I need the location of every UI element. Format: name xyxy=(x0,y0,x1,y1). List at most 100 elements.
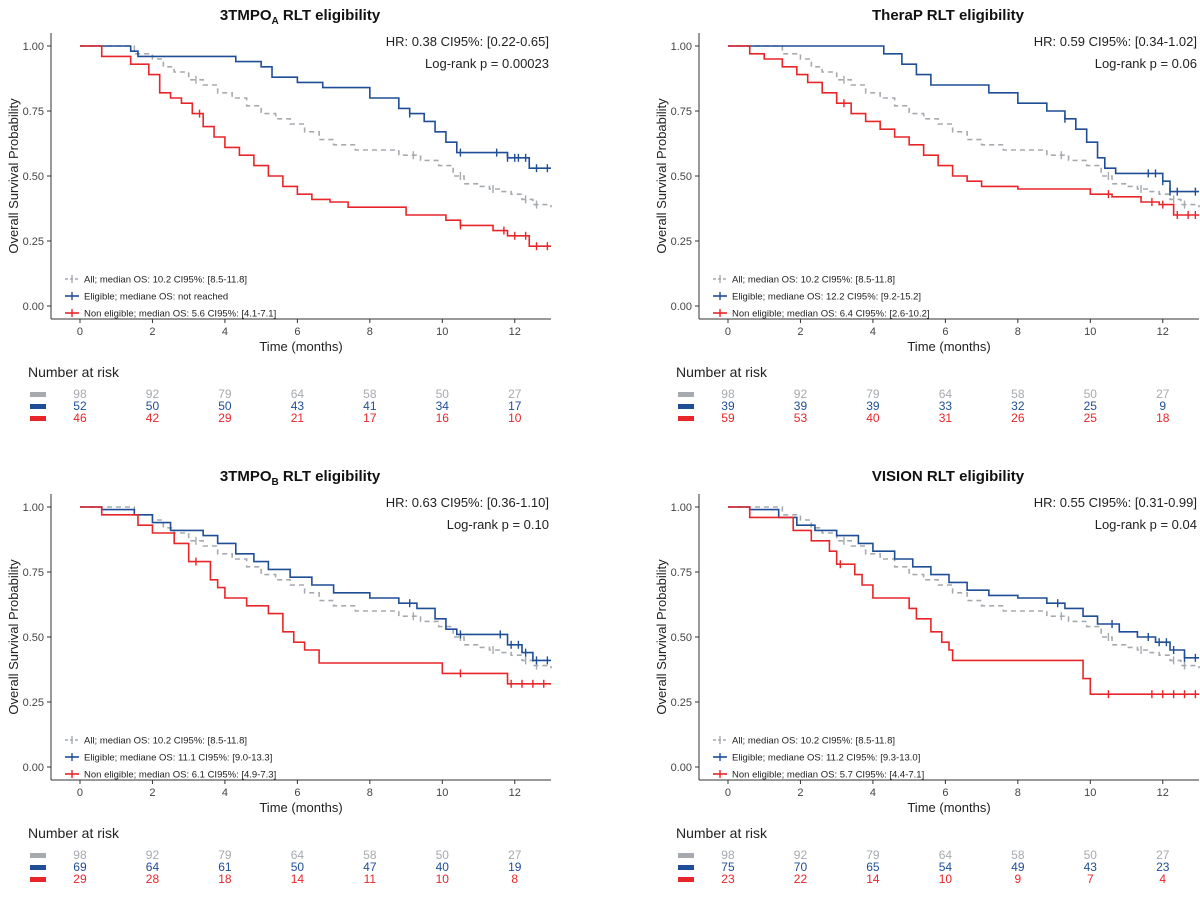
risk-value: 11 xyxy=(364,872,377,886)
risk-value: 21 xyxy=(291,411,305,425)
y-tick-label: 1.00 xyxy=(671,502,692,514)
chart-title-subscript: A xyxy=(272,16,279,27)
x-tick-label: 2 xyxy=(797,326,803,338)
survival-curve-eligible xyxy=(727,506,1199,659)
chart-title-subscript: B xyxy=(272,477,279,488)
risk-value: 50 xyxy=(218,399,232,413)
risk-value: 98 xyxy=(721,387,735,401)
risk-value: 54 xyxy=(939,860,953,874)
y-tick-label: 1.00 xyxy=(671,41,692,53)
legend-entry-eligible: Eligible; mediane OS: 12.2 CI95%: [9.2-1… xyxy=(732,292,921,303)
x-tick-label: 6 xyxy=(294,787,300,799)
x-tick-label: 0 xyxy=(725,326,731,338)
chart-title-suffix: RLT eligibility xyxy=(279,7,381,24)
chart-panel-1: 3TMPOA RLT eligibility 0.00 0.25 0.50 0.75 1.… xyxy=(6,7,552,425)
x-tick-label: 8 xyxy=(1015,787,1021,799)
chart-panel-2: TheraP RLT eligibility 0.00 0.25 0.50 0.75 1.… xyxy=(654,7,1200,425)
chart-panel-4: VISION RLT eligibility 0.00 0.25 0.50 0.75 1.… xyxy=(654,468,1200,886)
legend-entry-non-eligible: Non eligible; median OS: 6.4 CI95%: [2.6… xyxy=(732,309,930,320)
risk-value: 25 xyxy=(1084,411,1098,425)
risk-value: 18 xyxy=(1156,411,1170,425)
risk-row-key-all xyxy=(30,392,46,397)
risk-value: 9 xyxy=(1014,872,1021,886)
y-tick-label: 0.75 xyxy=(671,106,692,118)
y-axis-label: Overall Survival Probability xyxy=(654,98,669,254)
x-tick-label: 4 xyxy=(870,326,876,338)
risk-value: 50 xyxy=(1084,387,1098,401)
survival-curve-eligible xyxy=(79,45,551,169)
risk-value: 58 xyxy=(363,387,377,401)
x-tick-label: 10 xyxy=(436,326,448,338)
risk-row-key-all xyxy=(678,392,694,397)
risk-value: 27 xyxy=(508,848,522,862)
risk-value: 8 xyxy=(511,872,518,886)
risk-value: 92 xyxy=(146,848,160,862)
risk-row-key-non-eligible xyxy=(678,877,694,882)
y-tick-label: 0.00 xyxy=(671,762,692,774)
risk-value: 27 xyxy=(1156,848,1170,862)
y-axis-label: Overall Survival Probability xyxy=(6,559,21,715)
survival-curve-non-eligible xyxy=(727,45,1199,216)
risk-value: 39 xyxy=(794,399,808,413)
risk-value: 52 xyxy=(73,399,87,413)
legend-entry-eligible: Eligible; mediane OS: 11.1 CI95%: [9.0-1… xyxy=(84,753,272,764)
risk-value: 92 xyxy=(794,387,808,401)
risk-value: 92 xyxy=(794,848,808,862)
survival-curve-non-eligible xyxy=(79,45,551,247)
risk-value: 17 xyxy=(363,411,377,425)
risk-value: 75 xyxy=(721,860,735,874)
risk-row-key-eligible xyxy=(30,404,46,409)
x-tick-label: 0 xyxy=(77,326,83,338)
x-tick-label: 8 xyxy=(367,787,373,799)
y-tick-label: 1.00 xyxy=(23,502,44,514)
risk-value: 39 xyxy=(866,399,880,413)
x-tick-label: 10 xyxy=(1084,787,1096,799)
x-tick-label: 6 xyxy=(942,326,948,338)
risk-row-key-eligible xyxy=(678,404,694,409)
risk-value: 27 xyxy=(508,387,522,401)
risk-value: 61 xyxy=(218,860,232,874)
chart-title-suffix: RLT eligibility xyxy=(279,468,381,485)
risk-value: 50 xyxy=(291,860,305,874)
x-tick-label: 2 xyxy=(149,787,155,799)
risk-value: 47 xyxy=(363,860,377,874)
risk-value: 27 xyxy=(1156,387,1170,401)
risk-table-title: Number at risk xyxy=(28,825,120,841)
risk-value: 29 xyxy=(73,872,87,886)
chart-title: 3TMPOA RLT eligibility xyxy=(220,7,381,27)
risk-value: 46 xyxy=(73,411,87,425)
risk-value: 98 xyxy=(721,848,735,862)
legend-entry-eligible: Eligible; mediane OS: not reached xyxy=(84,292,228,303)
survival-curve-non-eligible xyxy=(727,506,1199,695)
risk-value: 23 xyxy=(721,872,735,886)
x-tick-label: 6 xyxy=(942,787,948,799)
risk-value: 58 xyxy=(1011,848,1025,862)
x-tick-label: 4 xyxy=(222,326,228,338)
survival-curve-non-eligible xyxy=(79,506,551,685)
risk-value: 64 xyxy=(291,848,305,862)
risk-row-key-eligible xyxy=(678,865,694,870)
chart-title: TheraP RLT eligibility xyxy=(872,7,1025,24)
x-tick-label: 2 xyxy=(149,326,155,338)
risk-value: 70 xyxy=(794,860,808,874)
risk-value: 64 xyxy=(939,848,953,862)
log-rank-annotation: Log-rank p = 0.10 xyxy=(447,517,549,532)
risk-value: 14 xyxy=(866,872,880,886)
x-tick-label: 2 xyxy=(797,787,803,799)
x-axis-label: Time (months) xyxy=(907,339,990,354)
chart-panel-3: 3TMPOB RLT eligibility 0.00 0.25 0.50 0.75 1.… xyxy=(6,468,552,886)
chart-title-main: TheraP RLT eligibility xyxy=(872,7,1025,24)
survival-curve-all xyxy=(727,45,1200,208)
y-tick-label: 0.50 xyxy=(671,171,692,183)
risk-value: 64 xyxy=(939,387,953,401)
legend-entry-non-eligible: Non eligible; median OS: 5.7 CI95%: [4.4… xyxy=(732,770,924,781)
x-tick-label: 12 xyxy=(1157,326,1169,338)
y-tick-label: 0.50 xyxy=(23,171,44,183)
risk-row-key-all xyxy=(678,853,694,858)
legend-entry-all: All; median OS: 10.2 CI95%: [8.5-11.8] xyxy=(732,275,895,286)
risk-value: 92 xyxy=(146,387,160,401)
risk-value: 33 xyxy=(939,399,953,413)
y-axis-label: Overall Survival Probability xyxy=(6,98,21,254)
x-axis-label: Time (months) xyxy=(907,800,990,815)
